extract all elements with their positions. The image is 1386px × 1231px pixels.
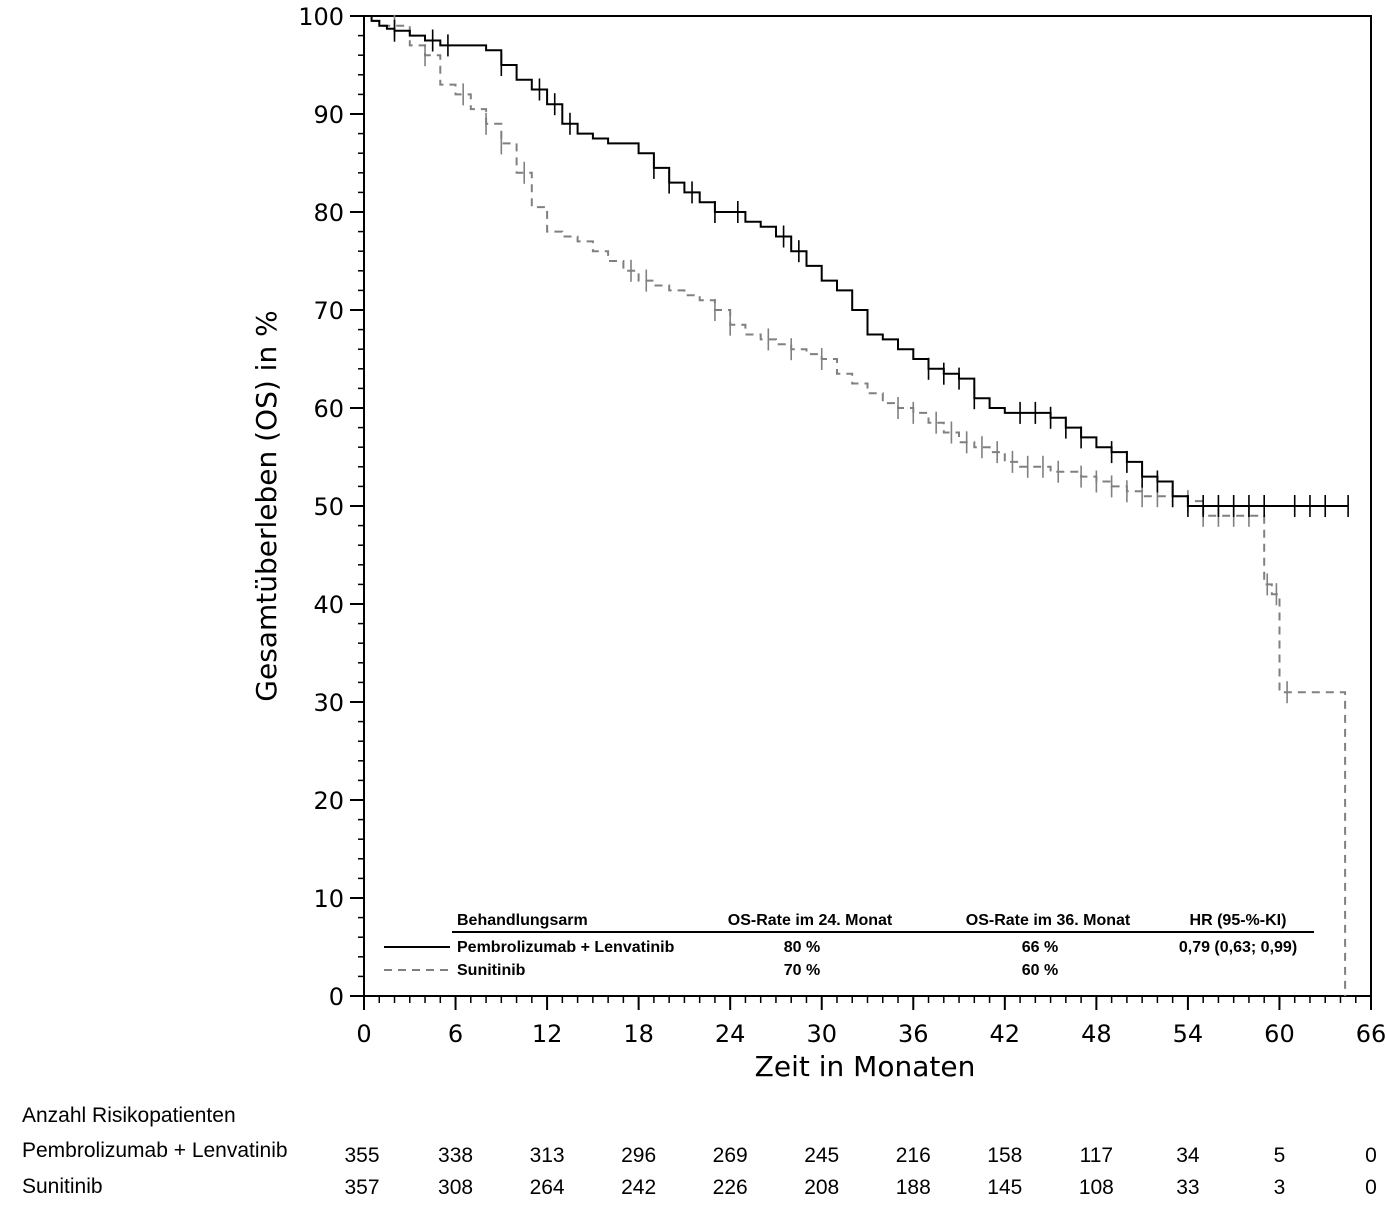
risk-value: 145: [987, 1176, 1022, 1199]
x-minor-ticks: [363, 996, 1372, 1003]
risk-value: 245: [804, 1144, 839, 1167]
risk-label-pembrolizumab: Pembrolizumab + Lenvatinib: [22, 1139, 288, 1162]
x-tick-label: 30: [806, 1020, 837, 1048]
risk-value: 158: [987, 1144, 1022, 1167]
y-tick-label: 60: [313, 395, 344, 423]
y-tick-label: 50: [313, 493, 344, 521]
risk-value: 355: [344, 1144, 379, 1167]
risk-value: 0: [1365, 1176, 1377, 1199]
x-tick-label: 42: [990, 1020, 1021, 1048]
y-tick-label: 40: [313, 591, 344, 619]
x-tick-label: 36: [898, 1020, 929, 1048]
risk-table-title: Anzahl Risikopatienten: [22, 1104, 236, 1127]
x-tick-label: 6: [448, 1020, 463, 1048]
legend-header-rate36: OS-Rate im 36. Monat: [966, 912, 1131, 929]
risk-value: 188: [896, 1176, 931, 1199]
x-tick-label: 18: [623, 1020, 654, 1048]
risk-value: 208: [804, 1176, 839, 1199]
risk-value: 269: [713, 1144, 748, 1167]
y-tick-label: 0: [329, 983, 344, 1011]
legend-rate36-pembrolizumab: 66 %: [1022, 939, 1058, 956]
risk-value: 296: [621, 1144, 656, 1167]
risk-value: 5: [1274, 1144, 1286, 1167]
x-tick-label: 12: [532, 1020, 563, 1048]
x-axis-ticks: 0 6 12 18 24 30 36 42 48 54 60 66: [356, 996, 1386, 1048]
x-tick-label: 24: [715, 1020, 746, 1048]
legend-hr-pembrolizumab: 0,79 (0,63; 0,99): [1179, 939, 1297, 956]
legend-rate36-sunitinib: 60 %: [1022, 962, 1058, 979]
legend-header-hr: HR (95-%-KI): [1190, 912, 1287, 929]
legend-arm-sunitinib: Sunitinib: [457, 962, 526, 979]
legend-arm-pembrolizumab: Pembrolizumab + Lenvatinib: [457, 939, 675, 956]
risk-value: 338: [438, 1144, 473, 1167]
risk-value: 0: [1365, 1144, 1377, 1167]
series-line-pembrolizumab: [364, 15, 1349, 507]
legend-header-rate24: OS-Rate im 24. Monat: [728, 912, 893, 929]
risk-values: 355 338 313 296 269 245 216 158 117 34 5 0 357 308 264…: [344, 1144, 1376, 1199]
x-tick-label: 66: [1356, 1020, 1386, 1048]
risk-value: 226: [713, 1176, 748, 1199]
legend-rate24-sunitinib: 70 %: [784, 962, 820, 979]
y-tick-label: 30: [313, 689, 344, 717]
risk-value: 242: [621, 1176, 656, 1199]
y-axis-ticks: 0 10 20 30 40 50 60 70 80 90 100: [298, 3, 364, 1011]
risk-table: Anzahl Risikopatienten Pembrolizumab + L…: [22, 1104, 1377, 1199]
legend: Behandlungsarm OS-Rate im 24. Monat OS-R…: [384, 912, 1314, 979]
y-tick-label: 100: [298, 3, 344, 31]
risk-value: 308: [438, 1176, 473, 1199]
x-tick-label: 60: [1264, 1020, 1295, 1048]
risk-label-sunitinib: Sunitinib: [22, 1175, 103, 1198]
x-tick-label: 0: [356, 1020, 371, 1048]
legend-header-arm: Behandlungsarm: [457, 912, 588, 929]
x-tick-label: 48: [1081, 1020, 1112, 1048]
y-tick-label: 70: [313, 297, 344, 325]
risk-value: 117: [1080, 1144, 1113, 1167]
risk-value: 216: [896, 1144, 931, 1167]
risk-value: 264: [530, 1176, 565, 1199]
x-axis-title: Zeit in Monaten: [755, 1050, 976, 1083]
y-tick-label: 80: [313, 199, 344, 227]
y-tick-label: 20: [313, 787, 344, 815]
risk-value: 34: [1176, 1144, 1200, 1167]
risk-value: 108: [1079, 1176, 1114, 1199]
x-tick-label: 54: [1173, 1020, 1204, 1048]
y-tick-label: 10: [313, 885, 344, 913]
risk-value: 357: [344, 1176, 379, 1199]
y-axis-title: Gesamtüberleben (OS) in %: [250, 310, 283, 701]
legend-rate24-pembrolizumab: 80 %: [784, 939, 820, 956]
risk-value: 3: [1274, 1176, 1286, 1199]
risk-value: 33: [1176, 1176, 1199, 1199]
risk-value: 313: [530, 1144, 565, 1167]
series-layer: [364, 14, 1349, 996]
y-tick-label: 90: [313, 101, 344, 129]
